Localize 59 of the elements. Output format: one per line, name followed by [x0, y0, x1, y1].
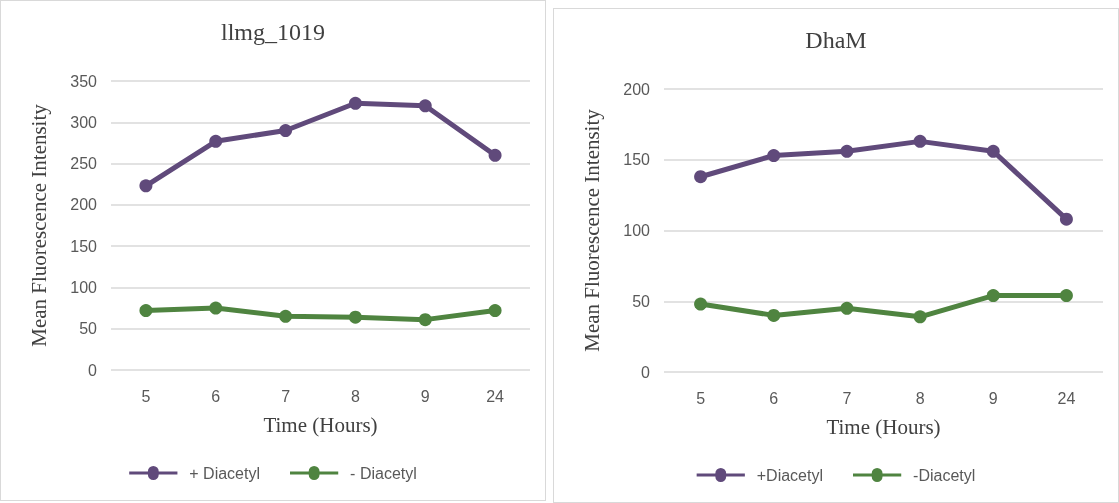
y-tick-label: 200 [623, 80, 651, 98]
x-tick-label: 8 [915, 389, 925, 407]
x-tick-label: 6 [769, 389, 779, 407]
point [348, 310, 362, 324]
point [279, 124, 293, 138]
x-tick-label: 24 [486, 387, 505, 405]
point [139, 304, 153, 318]
point [1059, 289, 1073, 303]
point [986, 144, 1000, 158]
point [279, 309, 293, 323]
y-axis-title: Mean Fluorescence Intensity [579, 108, 604, 352]
point [694, 170, 708, 184]
point [488, 304, 502, 318]
point [840, 144, 854, 158]
y-tick-label: 300 [70, 113, 98, 131]
x-tick-label: 9 [420, 387, 430, 405]
y-tick-label: 100 [623, 222, 651, 239]
y-tick-label: 50 [632, 292, 651, 310]
x-axis-title: Time (Hours) [263, 412, 378, 437]
y-tick-label: 150 [623, 151, 651, 169]
point [694, 297, 708, 311]
point [986, 289, 1000, 303]
point [840, 301, 854, 315]
point [1059, 212, 1073, 226]
x-tick-label: 7 [842, 389, 852, 407]
chart-title: llmg_1019 [220, 19, 326, 45]
legend-label: -Diacetyl [913, 466, 976, 484]
point [139, 179, 153, 193]
y-tick-label: 250 [70, 155, 98, 173]
x-tick-label: 6 [211, 387, 221, 405]
x-tick-label: 5 [141, 387, 151, 405]
y-tick-label: 200 [70, 196, 98, 214]
y-tick-label: 0 [88, 361, 98, 379]
legend-label: + Diacetyl [189, 464, 261, 482]
point [767, 149, 781, 162]
chart-title: DhaM [805, 27, 867, 53]
x-tick-label: 8 [350, 387, 360, 405]
y-axis-title: Mean Fluorescence Intensity [26, 103, 51, 347]
y-tick-label: 350 [70, 72, 98, 90]
x-tick-label: 7 [281, 387, 291, 405]
point [913, 134, 927, 148]
x-tick-label: 5 [696, 389, 706, 407]
point [418, 99, 432, 113]
point [488, 148, 502, 162]
point [209, 134, 223, 148]
point [348, 96, 362, 110]
y-tick-label: 0 [641, 363, 651, 381]
y-tick-label: 150 [70, 237, 98, 255]
legend-label: +Diacetyl [756, 466, 824, 484]
x-tick-label: 9 [988, 389, 998, 407]
point [913, 310, 927, 324]
x-axis-title: Time (Hours) [826, 414, 941, 439]
y-tick-label: 50 [79, 320, 98, 338]
point [209, 301, 223, 315]
point [418, 313, 432, 327]
x-tick-label: 24 [1057, 389, 1076, 407]
point [767, 308, 781, 322]
y-tick-label: 100 [70, 278, 98, 296]
legend-label: - Diacetyl [350, 464, 417, 482]
